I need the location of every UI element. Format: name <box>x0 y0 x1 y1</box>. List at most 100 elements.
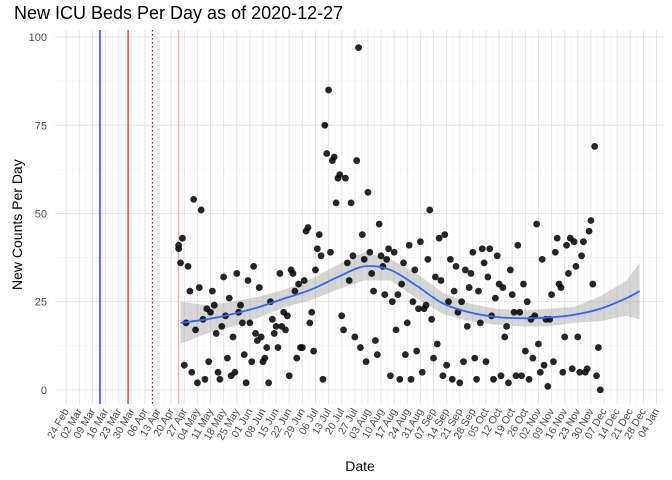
data-point <box>445 298 452 306</box>
data-point <box>548 291 555 299</box>
data-point <box>229 333 237 341</box>
data-point <box>497 372 505 380</box>
data-point <box>525 375 533 383</box>
data-point <box>261 354 269 362</box>
data-point <box>595 344 602 351</box>
data-point <box>417 238 424 246</box>
data-point <box>210 301 218 309</box>
data-point <box>506 266 514 274</box>
data-point <box>583 365 591 373</box>
data-point <box>265 379 273 387</box>
data-point <box>375 220 383 228</box>
data-point <box>486 245 494 253</box>
data-point <box>467 270 475 277</box>
data-point <box>411 266 419 274</box>
data-point <box>415 305 422 313</box>
data-point <box>242 379 250 387</box>
data-point <box>398 280 406 288</box>
data-point <box>351 333 359 341</box>
data-point <box>373 351 381 359</box>
data-point <box>342 174 349 182</box>
data-point <box>186 287 194 295</box>
data-point <box>561 333 569 341</box>
data-point <box>587 217 595 224</box>
major-gridlines <box>55 30 664 404</box>
data-point <box>201 375 209 383</box>
data-point <box>576 368 584 376</box>
data-point <box>268 315 276 323</box>
data-point <box>377 252 385 260</box>
data-point <box>257 333 265 341</box>
data-point <box>252 330 259 337</box>
data-point <box>413 347 421 355</box>
data-point <box>458 298 466 306</box>
data-point <box>461 266 469 274</box>
data-point <box>293 354 301 362</box>
data-point <box>218 322 226 330</box>
data-point <box>345 277 353 284</box>
data-point <box>385 245 392 253</box>
data-point <box>237 301 244 309</box>
data-point <box>317 252 325 260</box>
data-point <box>493 252 501 260</box>
y-tick-label: 100 <box>29 32 47 44</box>
x-axis-label: Date <box>345 458 375 474</box>
data-point <box>514 241 522 249</box>
data-point <box>471 354 479 362</box>
data-point <box>319 375 327 383</box>
confidence-band <box>180 252 640 345</box>
data-point <box>503 322 510 330</box>
data-point <box>250 262 258 270</box>
data-point <box>338 312 346 320</box>
data-point <box>499 284 507 291</box>
data-point <box>225 294 233 302</box>
data-point <box>308 308 316 316</box>
data-point <box>490 375 497 383</box>
data-point <box>591 143 599 150</box>
data-point <box>578 252 585 260</box>
trend-confidence-band <box>180 252 640 345</box>
data-point <box>313 245 321 253</box>
data-point <box>433 340 441 348</box>
data-point <box>244 277 252 284</box>
data-point <box>343 259 351 267</box>
data-point <box>501 333 509 341</box>
data-point <box>456 379 464 387</box>
y-tick-label: 75 <box>35 120 47 132</box>
data-point <box>568 365 576 373</box>
data-point <box>205 358 213 366</box>
data-point <box>263 344 271 351</box>
data-point <box>450 287 458 295</box>
data-point <box>383 255 391 263</box>
data-point <box>238 319 246 327</box>
data-point <box>448 375 456 383</box>
data-point <box>179 234 186 242</box>
y-tick-label: 50 <box>35 208 47 220</box>
data-point <box>405 241 413 249</box>
y-tick-labels: 0 25 50 75 100 <box>29 32 47 397</box>
data-point <box>370 287 377 295</box>
data-point <box>520 280 527 288</box>
data-point <box>491 294 499 302</box>
data-point <box>505 379 512 387</box>
data-point <box>223 354 231 362</box>
data-point <box>298 344 306 351</box>
data-point <box>529 354 537 362</box>
data-point <box>349 252 357 260</box>
data-point <box>233 270 241 277</box>
data-point <box>300 277 308 284</box>
data-point <box>400 259 407 267</box>
data-point <box>387 372 394 380</box>
data-point <box>306 319 314 327</box>
data-point <box>282 326 289 334</box>
data-point <box>563 241 570 249</box>
data-point <box>388 298 396 306</box>
data-point <box>533 220 540 228</box>
data-point <box>441 231 449 239</box>
data-point <box>270 330 278 337</box>
data-point <box>550 358 557 366</box>
data-point <box>589 280 597 288</box>
data-point <box>572 262 580 270</box>
